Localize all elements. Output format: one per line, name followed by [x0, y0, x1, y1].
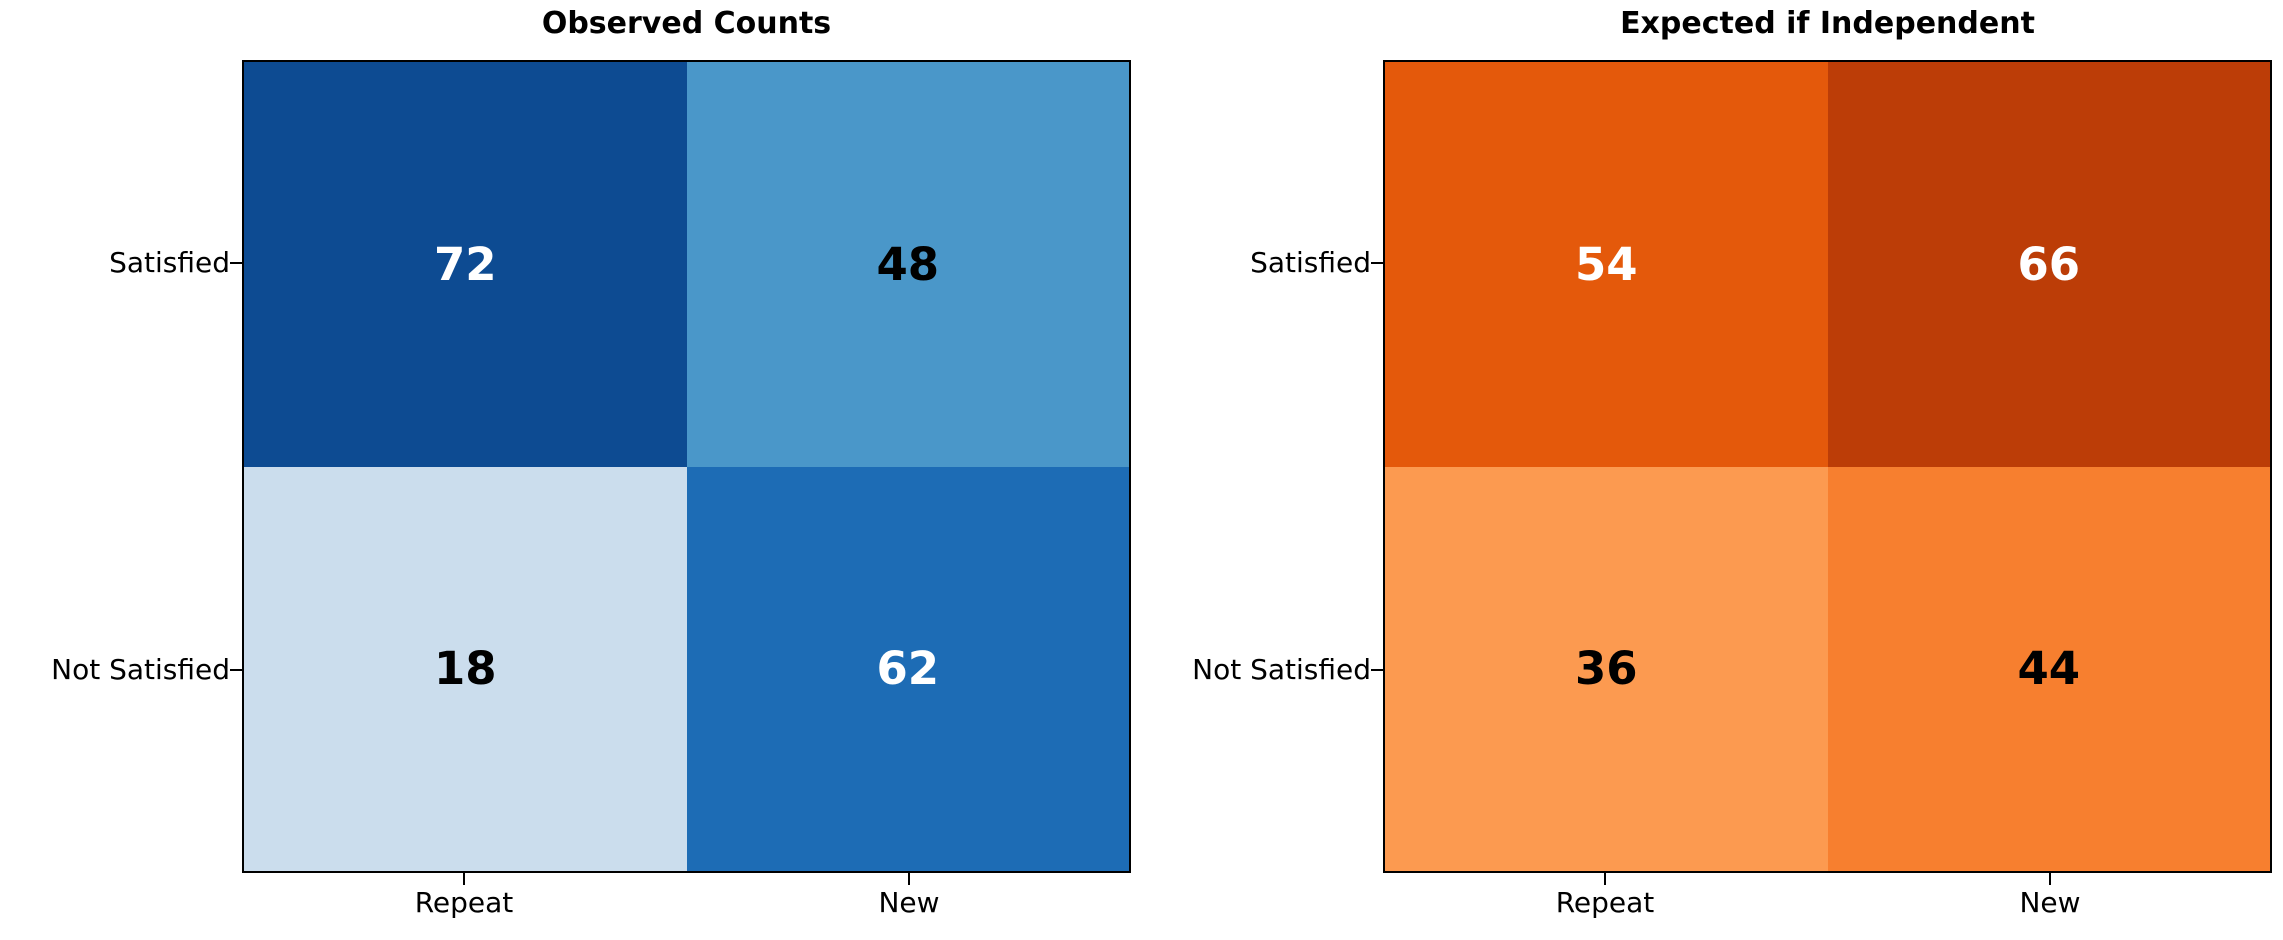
cell-expected-notsatisfied-repeat: 36	[1385, 466, 1828, 871]
x-tick-mark	[908, 873, 910, 885]
cell-expected-satisfied-repeat: 54	[1385, 62, 1828, 467]
cell-observed-satisfied-repeat: 72	[244, 62, 687, 467]
chart-title-expected: Expected if Independent	[1620, 6, 2035, 41]
heatmap-observed: 72 48 18 62	[242, 60, 1131, 873]
cell-observed-satisfied-new: 48	[686, 62, 1129, 467]
y-tick-mark	[1371, 262, 1383, 264]
xtick-observed-repeat: Repeat	[414, 886, 514, 919]
ytick-expected-notsatisfied: Not Satisfied	[1192, 653, 1371, 686]
cell-observed-notsatisfied-repeat: 18	[244, 466, 687, 871]
ytick-observed-notsatisfied: Not Satisfied	[51, 653, 230, 686]
y-tick-mark	[230, 262, 242, 264]
ytick-observed-satisfied: Satisfied	[109, 246, 230, 279]
xtick-observed-new: New	[878, 886, 940, 919]
x-tick-mark	[2049, 873, 2051, 885]
y-tick-mark	[230, 669, 242, 671]
xtick-expected-repeat: Repeat	[1555, 886, 1655, 919]
chart-title-observed: Observed Counts	[541, 6, 832, 41]
cell-observed-notsatisfied-new: 62	[686, 466, 1129, 871]
ytick-expected-satisfied: Satisfied	[1250, 246, 1371, 279]
y-tick-mark	[1371, 669, 1383, 671]
x-tick-mark	[1604, 873, 1606, 885]
cell-expected-notsatisfied-new: 44	[1827, 466, 2270, 871]
x-tick-mark	[463, 873, 465, 885]
heatmap-expected: 54 66 36 44	[1383, 60, 2272, 873]
xtick-expected-new: New	[2019, 886, 2081, 919]
cell-expected-satisfied-new: 66	[1827, 62, 2270, 467]
